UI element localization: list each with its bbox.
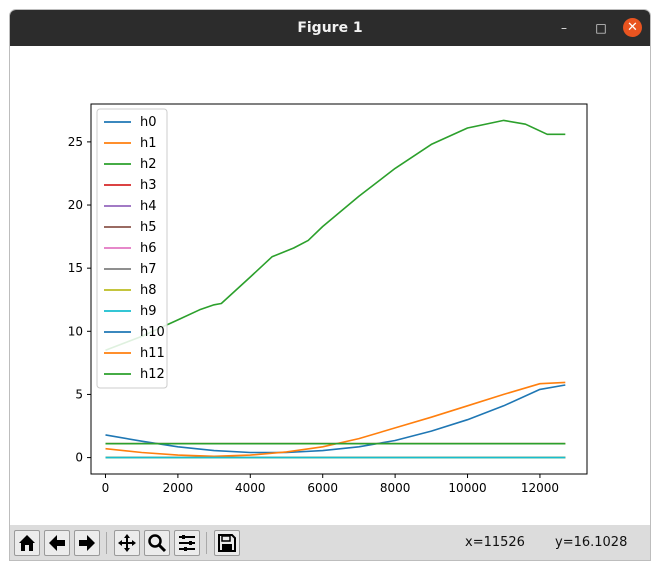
toolbar-separator [106, 532, 107, 554]
legend: h0 h1 h2 h3 h4 h5 h6 h7 h8 h9 h10 h11 h12 [96, 108, 168, 389]
zoom-icon [148, 534, 167, 553]
cursor-x-readout: x=11526 [465, 535, 525, 550]
close-icon[interactable]: ✕ [623, 18, 642, 37]
x-tick-label: 8000 [380, 481, 411, 495]
legend-box [96, 108, 168, 389]
legend-label-h8: h8 [140, 283, 157, 298]
plot-canvas[interactable]: 0 2000 4000 6000 8000 10000 12000 0 5 10 15 20 25 h0… [10, 46, 650, 526]
x-tick-label: 10000 [448, 481, 486, 495]
y-tick-label: 0 [75, 451, 83, 465]
window-title: Figure 1 [297, 20, 363, 36]
home-button[interactable] [14, 530, 40, 556]
subplots-button[interactable] [174, 530, 200, 556]
series-line-h0 [105, 384, 566, 454]
legend-label-h6: h6 [140, 241, 157, 256]
y-tick-label: 15 [68, 261, 83, 275]
cursor-y-readout: y=16.1028 [555, 535, 628, 550]
pan-icon [118, 534, 136, 552]
forward-button[interactable] [74, 530, 100, 556]
figure-window: Figure 1 – □ ✕ 0 2000 4000 6000 8000 10000 120… [9, 9, 651, 561]
y-tick-label: 5 [75, 387, 83, 401]
series-lines [105, 119, 566, 459]
x-tick-label: 6000 [307, 481, 338, 495]
forward-arrow-icon [79, 535, 95, 551]
toolbar-separator [206, 532, 207, 554]
save-button[interactable] [214, 530, 240, 556]
home-icon [19, 535, 35, 551]
y-tick-label: 25 [68, 135, 83, 149]
x-tick-label: 12000 [521, 481, 559, 495]
legend-label-h12: h12 [140, 367, 165, 382]
zoom-button[interactable] [144, 530, 170, 556]
maximize-icon[interactable]: □ [595, 21, 607, 35]
x-tick-label: 0 [102, 481, 110, 495]
subplots-icon [179, 535, 195, 551]
line-chart: 0 2000 4000 6000 8000 10000 12000 0 5 10 15 20 25 h0… [68, 103, 588, 495]
minimize-icon[interactable]: – [561, 21, 567, 35]
y-tick-label: 10 [68, 324, 83, 338]
series-line-h1 [105, 381, 566, 458]
legend-label-h4: h4 [140, 199, 157, 214]
x-tick-label: 4000 [235, 481, 266, 495]
pan-button[interactable] [114, 530, 140, 556]
back-arrow-icon [49, 535, 65, 551]
title-bar[interactable]: Figure 1 – □ ✕ [10, 10, 650, 46]
save-icon [218, 534, 236, 552]
legend-label-h2: h2 [140, 157, 157, 172]
axes: 0 2000 4000 6000 8000 10000 12000 0 5 10 15 20 25 [68, 103, 588, 495]
legend-label-h5: h5 [140, 220, 157, 235]
axes-frame [90, 103, 588, 475]
legend-label-h7: h7 [140, 262, 157, 277]
legend-label-h1: h1 [140, 136, 157, 151]
x-tick-label: 2000 [163, 481, 194, 495]
legend-label-h9: h9 [140, 304, 157, 319]
y-tick-label: 20 [68, 198, 83, 212]
legend-label-h10: h10 [140, 325, 165, 340]
navigation-toolbar: x=11526 y=16.1028 [10, 525, 650, 560]
legend-label-h3: h3 [140, 178, 157, 193]
legend-label-h0: h0 [140, 115, 157, 130]
legend-label-h11: h11 [140, 346, 165, 361]
series-line-h2 [105, 119, 566, 351]
back-button[interactable] [44, 530, 70, 556]
